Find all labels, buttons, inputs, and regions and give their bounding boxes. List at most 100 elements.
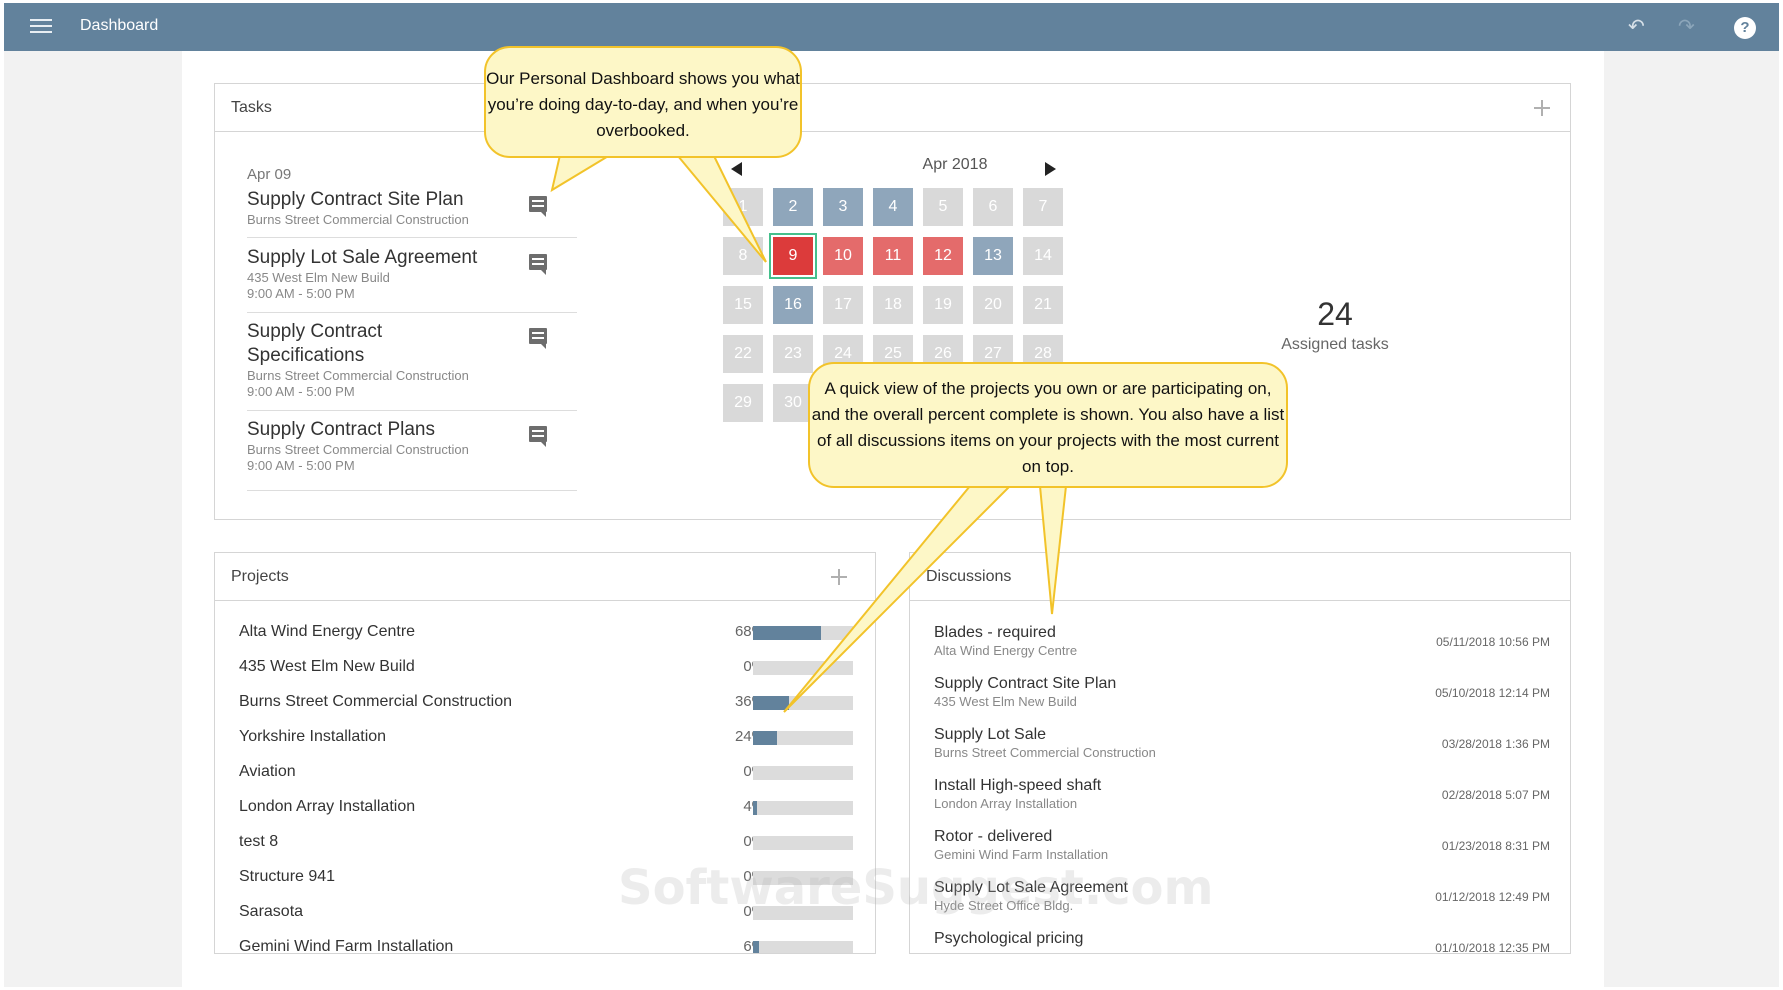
calendar-day[interactable]: 20: [973, 286, 1013, 324]
calendar-day[interactable]: 11: [873, 237, 913, 275]
tasks-header: Tasks: [215, 84, 1570, 132]
calendar-day[interactable]: 10: [823, 237, 863, 275]
project-name: Structure 941: [239, 868, 336, 885]
discussion-title: Supply Lot Sale: [934, 726, 1047, 743]
calendar-day[interactable]: 5: [923, 188, 963, 226]
discussion-title: Blades - required: [934, 624, 1056, 641]
project-row[interactable]: Sarasota0%: [215, 899, 875, 925]
project-row[interactable]: Alta Wind Energy Centre 68%: [215, 619, 875, 645]
discussion-row[interactable]: Supply Lot Sale Burns Street Commercial C…: [934, 725, 1550, 769]
comment-icon[interactable]: [529, 254, 547, 275]
calendar-day[interactable]: 29: [723, 384, 763, 422]
discussion-row[interactable]: Supply Lot Sale Agreement Hyde Street Off…: [934, 878, 1550, 922]
task-name: Supply Lot Sale Agreement: [247, 247, 478, 268]
calendar-day[interactable]: 15: [723, 286, 763, 324]
project-row[interactable]: Gemini Wind Farm Installation6%: [215, 934, 875, 954]
discussion-time: 01/10/2018 12:35 PM: [1435, 941, 1550, 954]
project-name: Aviation: [239, 763, 296, 780]
add-task-plus-icon[interactable]: [1534, 100, 1550, 116]
assigned-count: 24: [1317, 296, 1353, 332]
calendar-day[interactable]: 16: [773, 286, 813, 324]
calendar-day[interactable]: 17: [823, 286, 863, 324]
discussion-row[interactable]: Install High-speed shaft London Array Ins…: [934, 776, 1550, 820]
calendar-day[interactable]: 8: [723, 237, 763, 275]
task-project: Burns Street Commercial Construction: [247, 442, 469, 457]
task-name: Supply Contract Site Plan: [247, 189, 464, 210]
calendar-day[interactable]: 3: [823, 188, 863, 226]
project-progress-bar: [753, 626, 853, 640]
project-progress-bar: [753, 941, 853, 953]
discussion-time: 05/11/2018 10:56 PM: [1436, 635, 1550, 649]
comment-icon[interactable]: [529, 328, 547, 349]
project-row[interactable]: London Array Installation4%: [215, 794, 875, 820]
project-name: Gemini Wind Farm Installation: [239, 938, 454, 954]
discussion-project: Gemini Wind Farm Installation: [934, 847, 1109, 862]
project-row[interactable]: Burns Street Commercial Construction 36%: [215, 689, 875, 715]
discussion-row[interactable]: Psychological pricing 01/10/2018 12:35 PM: [934, 929, 1550, 954]
project-progress-fill: [753, 731, 777, 745]
calendar-day[interactable]: 18: [873, 286, 913, 324]
task-project: 435 West Elm New Build: [247, 270, 390, 285]
project-row[interactable]: Yorkshire Installation 24%: [215, 724, 875, 750]
calendar-day[interactable]: 6: [973, 188, 1013, 226]
task-time: 9:00 AM - 5:00 PM: [247, 286, 355, 301]
calendar-day[interactable]: 13: [973, 237, 1013, 275]
calendar-next-icon[interactable]: [1045, 162, 1056, 176]
project-name: Sarasota: [239, 903, 304, 920]
discussion-project: Hyde Street Office Bldg.: [934, 898, 1074, 913]
project-progress-bar: [753, 801, 853, 815]
discussion-title: Supply Contract Site Plan: [934, 675, 1117, 692]
assigned-label: Assigned tasks: [1281, 336, 1389, 353]
calendar-day[interactable]: 2: [773, 188, 813, 226]
calendar-day[interactable]: 30: [773, 384, 813, 422]
discussion-project: Alta Wind Energy Centre: [934, 643, 1078, 658]
project-row[interactable]: test 80%: [215, 829, 875, 855]
project-progress-bar: [753, 906, 853, 920]
task-item[interactable]: Supply Contract Plans Burns Street Comme…: [247, 418, 577, 491]
add-project-plus-icon[interactable]: [831, 569, 847, 585]
top-bar: Dashboard ↶ ↷ ?: [4, 3, 1779, 51]
project-progress-bar: [753, 731, 853, 745]
calendar-day[interactable]: 19: [923, 286, 963, 324]
discussions-title: Discussions: [926, 568, 1012, 585]
help-icon[interactable]: ?: [1734, 17, 1756, 39]
task-item[interactable]: Supply Lot Sale Agreement 435 West Elm N…: [247, 246, 577, 313]
calendar-day[interactable]: 9: [769, 233, 817, 279]
undo-icon[interactable]: ↶: [1628, 16, 1645, 38]
discussion-project: London Array Installation: [934, 796, 1078, 811]
project-progress-fill: [753, 626, 821, 640]
project-row[interactable]: Aviation0%: [215, 759, 875, 785]
page-title: Dashboard: [80, 17, 159, 34]
comment-icon[interactable]: [529, 196, 547, 217]
discussion-time: 05/10/2018 12:14 PM: [1435, 686, 1550, 700]
discussion-title: Supply Lot Sale Agreement: [934, 879, 1128, 896]
discussion-row[interactable]: Blades - required Alta Wind Energy Centre…: [934, 623, 1550, 667]
discussion-title: Install High-speed shaft: [934, 777, 1102, 794]
discussion-row[interactable]: Rotor - delivered Gemini Wind Farm Instal…: [934, 827, 1550, 871]
calendar-day[interactable]: 21: [1023, 286, 1063, 324]
task-item[interactable]: Supply Contract Site Plan Burns Street C…: [247, 188, 577, 238]
calendar-prev-icon[interactable]: [731, 162, 742, 176]
discussion-project: Burns Street Commercial Construction: [934, 745, 1156, 760]
calendar-day[interactable]: 7: [1023, 188, 1063, 226]
calendar-day[interactable]: 14: [1023, 237, 1063, 275]
calendar-day[interactable]: 22: [723, 335, 763, 373]
discussions-panel: Discussions Blades - required Alta Wind E…: [909, 552, 1571, 954]
project-row[interactable]: Structure 9410%: [215, 864, 875, 890]
discussion-row[interactable]: Supply Contract Site Plan 435 West Elm Ne…: [934, 674, 1550, 718]
project-name: Yorkshire Installation: [239, 728, 387, 745]
project-progress-bar: [753, 871, 853, 885]
menu-icon[interactable]: [30, 19, 52, 35]
discussion-time: 03/28/2018 1:36 PM: [1441, 737, 1550, 751]
task-item[interactable]: Supply Contract Specifications Burns Str…: [247, 320, 577, 411]
task-time: 9:00 AM - 5:00 PM: [247, 384, 355, 399]
project-name: Alta Wind Energy Centre: [239, 623, 416, 640]
redo-icon[interactable]: ↷: [1678, 16, 1695, 38]
project-progress-bar: [753, 836, 853, 850]
comment-icon[interactable]: [529, 426, 547, 447]
task-project: Burns Street Commercial Construction: [247, 212, 469, 227]
calendar-day[interactable]: 12: [923, 237, 963, 275]
calendar-day[interactable]: 4: [873, 188, 913, 226]
calendar-day[interactable]: 23: [773, 335, 813, 373]
